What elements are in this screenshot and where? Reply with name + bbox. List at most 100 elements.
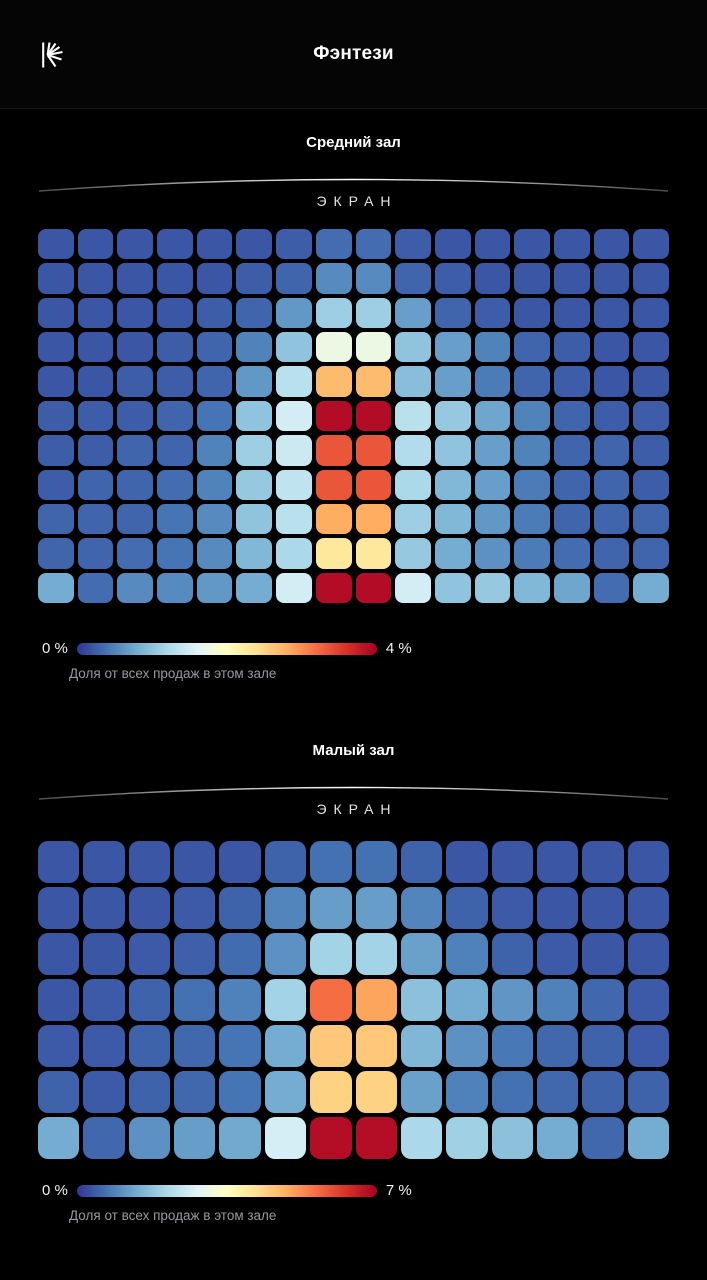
seat [582, 979, 624, 1021]
seat [355, 1071, 397, 1113]
seat [117, 263, 154, 294]
seat [355, 503, 392, 535]
seat [553, 469, 590, 500]
seat [400, 1025, 443, 1067]
seat [276, 297, 312, 329]
seat [77, 400, 114, 432]
seat [236, 435, 273, 466]
seat [117, 469, 154, 500]
seat [219, 887, 261, 929]
kinopoisk-logo-icon[interactable] [40, 41, 64, 69]
seat [276, 572, 312, 603]
seat [310, 1025, 352, 1067]
seat [355, 332, 392, 363]
seat [355, 435, 392, 466]
seat [276, 469, 312, 500]
seat [446, 841, 488, 883]
seat [128, 887, 171, 929]
seat [276, 503, 312, 535]
seat [196, 469, 233, 500]
screen: ЭКРАН [0, 167, 707, 209]
seat [582, 887, 624, 929]
legend-caption: Доля от всех продаж в этом зале [69, 666, 277, 681]
legend-max-label: 4 % [385, 640, 412, 657]
seat [593, 332, 630, 363]
seat [174, 1117, 216, 1159]
seat [355, 297, 392, 329]
screen-arc [38, 786, 669, 800]
header: Фэнтези [0, 0, 707, 109]
seat [434, 332, 471, 363]
seat [38, 435, 74, 466]
seat [474, 229, 511, 260]
seat [434, 297, 471, 329]
seat [593, 469, 630, 500]
seat [117, 332, 154, 363]
seat [77, 503, 114, 535]
seat [582, 933, 624, 975]
legend-gradient-bar [76, 1185, 377, 1197]
seat [77, 297, 114, 329]
seat [315, 297, 352, 329]
seat [355, 538, 392, 569]
hall-title: Малый зал [312, 742, 395, 759]
seat [446, 1071, 488, 1113]
seat [355, 229, 392, 260]
seat [157, 263, 193, 294]
seat [77, 366, 114, 397]
page-title: Фэнтези [313, 43, 394, 64]
seat [117, 366, 154, 397]
seat [474, 572, 511, 603]
seat [593, 297, 630, 329]
seat [395, 400, 431, 432]
seat [38, 1071, 80, 1113]
seat [38, 1117, 80, 1159]
seat [196, 572, 233, 603]
seat [264, 1025, 307, 1067]
seat [553, 503, 590, 535]
seat [117, 400, 154, 432]
seat [474, 400, 511, 432]
seat [633, 400, 669, 432]
seat [395, 538, 431, 569]
seat [219, 979, 261, 1021]
seat [446, 933, 488, 975]
seat [83, 887, 125, 929]
seat [593, 400, 630, 432]
hall-title: Средний зал [306, 134, 401, 151]
legend-max-label: 7 % [385, 1182, 412, 1199]
seat [633, 435, 669, 466]
seat [264, 887, 307, 929]
seat [38, 841, 80, 883]
seat [77, 469, 114, 500]
seat [38, 979, 80, 1021]
screen-label: ЭКРАН [316, 801, 398, 817]
seat [77, 263, 114, 294]
seat [355, 887, 397, 929]
seat [128, 933, 171, 975]
legend: 0 % 7 % [42, 1183, 707, 1199]
seat [276, 538, 312, 569]
seat [395, 572, 431, 603]
seat [355, 400, 392, 432]
seat [446, 1117, 488, 1159]
seat [236, 366, 273, 397]
seat [474, 332, 511, 363]
seat [157, 229, 193, 260]
seat [38, 933, 80, 975]
seat [514, 297, 550, 329]
seat [491, 933, 533, 975]
seat [514, 572, 550, 603]
legend-min-label: 0 % [42, 640, 68, 657]
seat [593, 538, 630, 569]
seat [395, 229, 431, 260]
seat [355, 1117, 397, 1159]
seat [157, 469, 193, 500]
seat [514, 332, 550, 363]
seat [264, 1117, 307, 1159]
seat [219, 1117, 261, 1159]
seat [128, 1071, 171, 1113]
seat [264, 933, 307, 975]
seat [627, 1117, 669, 1159]
